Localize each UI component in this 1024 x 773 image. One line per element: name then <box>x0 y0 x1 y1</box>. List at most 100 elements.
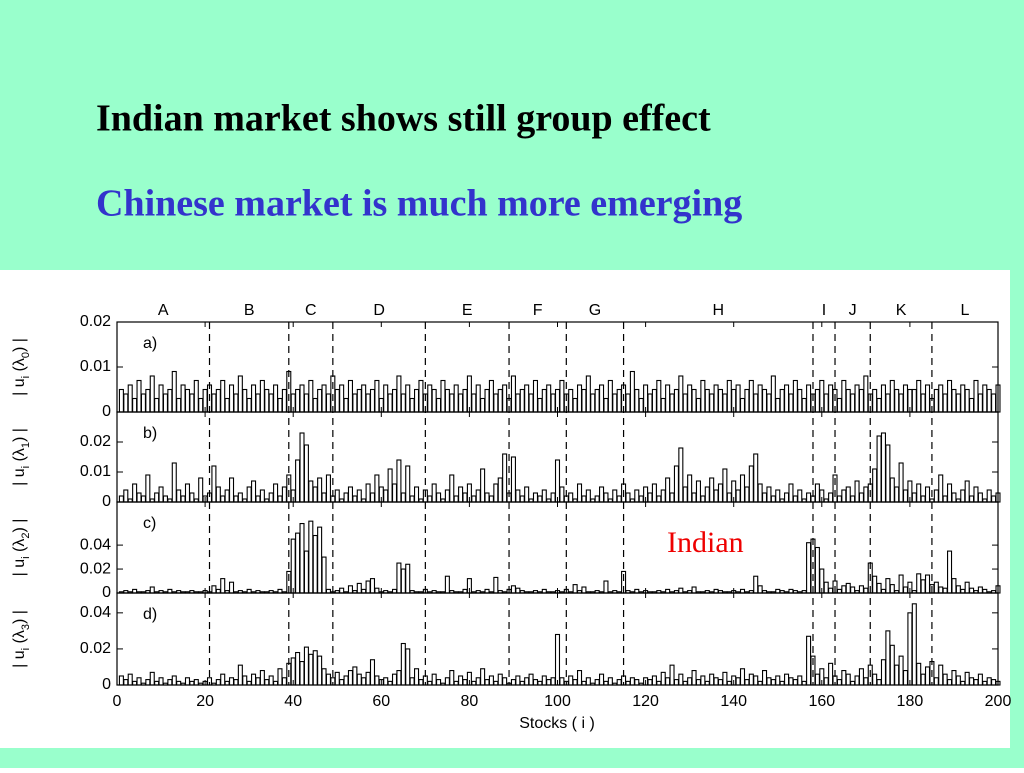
bar <box>722 468 728 503</box>
bar <box>488 675 494 686</box>
bar <box>458 393 464 413</box>
bar <box>603 492 609 503</box>
bar <box>704 486 710 503</box>
bar <box>136 677 142 686</box>
bar <box>902 384 909 413</box>
bar <box>149 586 155 594</box>
bar <box>581 388 587 413</box>
x-tick-label: 140 <box>720 693 747 710</box>
bar <box>462 492 468 503</box>
bar <box>612 489 618 503</box>
bar <box>339 587 345 594</box>
bar <box>361 384 367 413</box>
y-axis-label-part: | u <box>11 468 28 486</box>
bar <box>317 526 323 594</box>
bar <box>559 379 565 413</box>
bar <box>510 375 516 413</box>
bar <box>894 664 900 686</box>
bar <box>607 677 613 686</box>
bar <box>123 393 129 413</box>
bar <box>991 679 997 686</box>
bar <box>440 379 446 413</box>
bar <box>233 393 239 413</box>
bar <box>475 677 481 686</box>
bar <box>396 670 402 686</box>
bar <box>885 630 891 686</box>
bar <box>753 393 759 413</box>
bar <box>590 393 596 413</box>
bar <box>431 388 437 413</box>
bar <box>651 483 657 503</box>
bar <box>920 495 926 503</box>
bar <box>215 486 221 503</box>
bar <box>788 677 794 686</box>
y-tick-label: 0.04 <box>80 604 111 621</box>
y-axis-label: | ui (λ3) | <box>11 610 32 668</box>
bar <box>228 477 235 503</box>
bar <box>876 679 882 686</box>
bar <box>960 489 966 503</box>
bar <box>233 495 239 503</box>
bar <box>255 677 261 686</box>
bar <box>184 483 191 503</box>
bar <box>502 384 508 413</box>
bar <box>295 651 301 686</box>
bar <box>347 585 353 594</box>
bar <box>400 393 406 413</box>
bar <box>678 375 684 413</box>
bar <box>911 388 917 413</box>
bar <box>184 677 191 686</box>
bar <box>762 492 768 503</box>
bar <box>748 673 754 686</box>
bar <box>797 388 803 413</box>
bar <box>863 486 869 503</box>
bar <box>762 388 768 413</box>
y-axis-label-part: ) | <box>11 610 28 624</box>
bar <box>902 489 909 503</box>
bar <box>299 384 305 413</box>
bar <box>405 384 411 413</box>
bar <box>757 384 763 413</box>
bar <box>858 668 864 686</box>
bar <box>559 677 565 686</box>
bar <box>325 393 331 413</box>
bar <box>872 673 878 686</box>
bar <box>295 532 301 594</box>
bar <box>136 492 142 503</box>
bar <box>480 468 486 503</box>
bar <box>735 384 741 413</box>
bar <box>427 495 433 503</box>
bar <box>656 495 662 503</box>
bar <box>872 575 878 594</box>
bar <box>220 673 226 686</box>
bar <box>189 492 195 503</box>
bar <box>550 393 556 413</box>
bar <box>374 379 380 413</box>
y-tick-label: 0.02 <box>80 313 111 330</box>
y-tick-label: 0.01 <box>80 358 111 375</box>
bar <box>369 659 376 686</box>
bar <box>947 483 953 503</box>
bar <box>444 575 450 594</box>
bar <box>687 384 693 413</box>
bar <box>308 480 314 503</box>
bar <box>576 483 583 503</box>
bar <box>766 677 772 686</box>
bar <box>220 379 226 413</box>
bar <box>347 379 353 413</box>
bar <box>118 495 124 503</box>
bar <box>550 677 556 686</box>
y-tick-label: 0.01 <box>80 463 111 480</box>
bar <box>515 489 521 503</box>
bar <box>405 563 411 594</box>
annotation: Indian <box>667 526 744 559</box>
bar <box>365 671 371 686</box>
bar <box>281 388 287 413</box>
bar <box>766 486 772 503</box>
bar <box>854 384 860 413</box>
group-label: B <box>244 302 255 319</box>
bar <box>951 670 957 686</box>
bar <box>532 379 539 413</box>
bar <box>568 388 574 413</box>
bar <box>303 444 309 503</box>
